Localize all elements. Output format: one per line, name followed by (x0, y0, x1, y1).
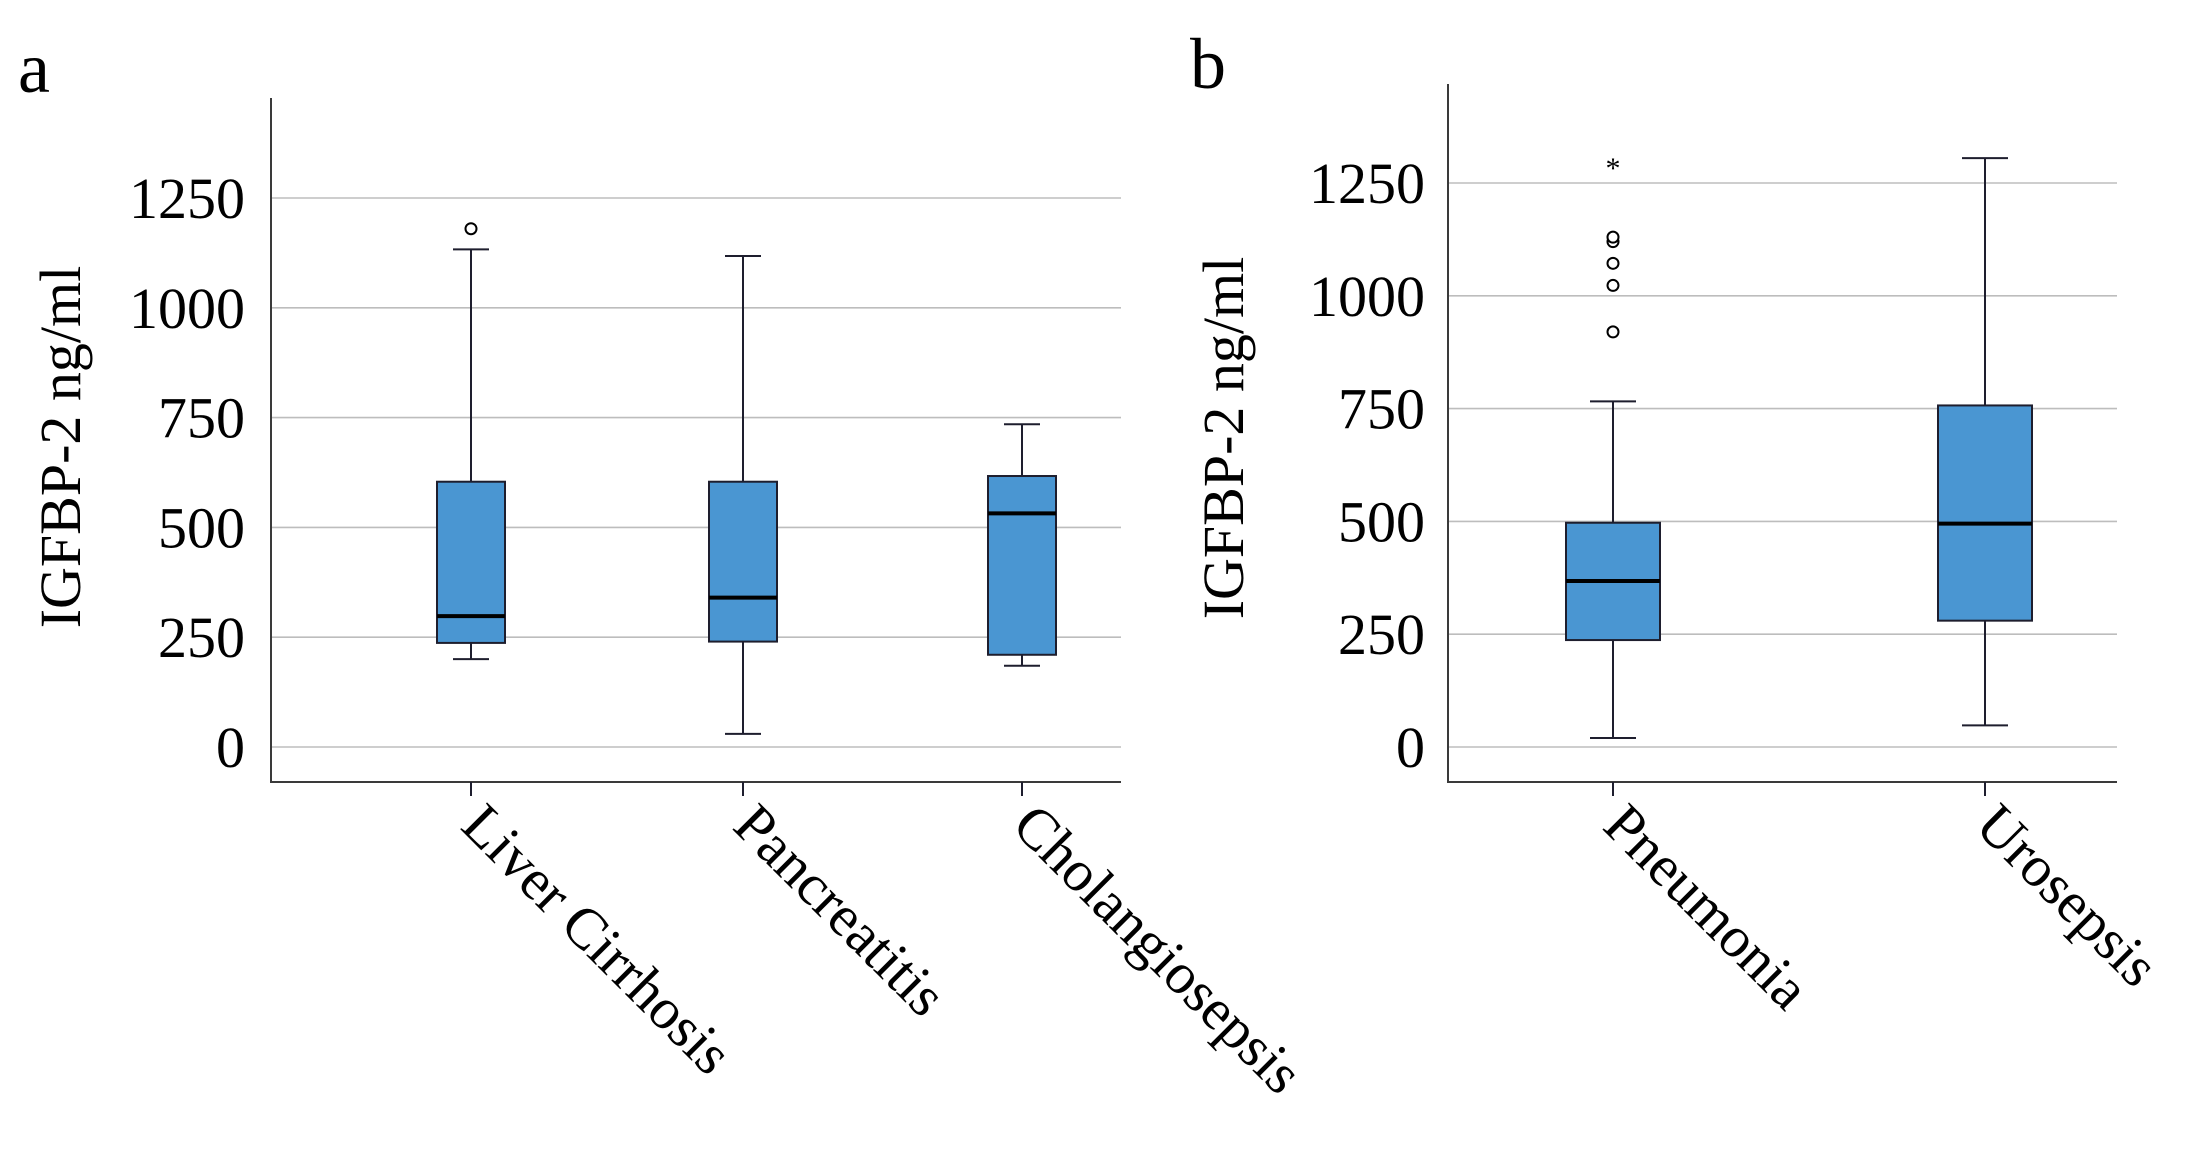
iqr-box (987, 475, 1057, 656)
panel-b-category-labels: Pneumonia Urosepsis (1592, 791, 2172, 1022)
iqr-box (1937, 404, 2033, 622)
panel-a-y-tick-labels: 0 250 500 750 1000 1250 (129, 166, 245, 780)
panel-letter-a: a (18, 28, 50, 108)
outlier-point (1606, 230, 1620, 244)
y-tick-label-0: 0 (216, 715, 245, 780)
y-tick-label-500: 500 (1338, 489, 1425, 554)
y-tick-label-250: 250 (158, 605, 245, 670)
panel-a-x-ticks (470, 782, 1023, 796)
panel-b-x-ticks (1612, 782, 1986, 796)
y-tick-label-1000: 1000 (1309, 264, 1425, 329)
panel-a-axes (270, 98, 1121, 783)
extreme-point: * (1606, 152, 1621, 185)
iqr-box (436, 480, 506, 644)
panel-b: b 0 250 500 750 1000 1250 IGFBP-2 ng/ml * Pne… (1190, 24, 2172, 1022)
box-urosepsis (1937, 157, 2033, 727)
panel-a-gridlines (271, 197, 1121, 748)
panel-b-axes (1447, 84, 2117, 783)
y-tick-label-1000: 1000 (129, 276, 245, 341)
outlier-point (1606, 278, 1620, 292)
y-tick-label-1250: 1250 (129, 166, 245, 231)
panel-a: a 0 250 500 750 1000 1250 IGFBP-2 ng/ml Liver… (18, 28, 1316, 1106)
box-liver-cirrhosis (436, 222, 506, 661)
category-label: Liver Cirrhosis (450, 791, 745, 1086)
panel-letter-b: b (1190, 24, 1226, 104)
category-label: Cholangiosepsis (1001, 791, 1316, 1106)
category-label: Pancreatitis (722, 791, 959, 1028)
y-tick-label-750: 750 (158, 386, 245, 451)
y-tick-label-500: 500 (158, 495, 245, 560)
panel-b-boxes: * (1565, 152, 2033, 739)
box-pancreatitis (708, 254, 778, 735)
y-tick-label-1250: 1250 (1309, 151, 1425, 216)
outlier-point (1606, 325, 1620, 339)
category-label: Pneumonia (1592, 791, 1823, 1022)
y-tick-label-0: 0 (1396, 715, 1425, 780)
box-pneumonia: * (1565, 152, 1661, 739)
y-tick-label-750: 750 (1338, 377, 1425, 442)
y-tick-label-250: 250 (1338, 602, 1425, 667)
panel-b-y-tick-labels: 0 250 500 750 1000 1250 (1309, 151, 1425, 780)
category-label: Urosepsis (1964, 791, 2172, 999)
panel-a-y-axis-title: IGFBP-2 ng/ml (28, 266, 93, 629)
panel-b-y-axis-title: IGFBP-2 ng/ml (1191, 257, 1256, 620)
box-cholangiosepsis (987, 423, 1057, 667)
panel-a-boxes (436, 222, 1057, 735)
outlier-point (1606, 256, 1620, 270)
iqr-box (708, 480, 778, 643)
outlier-point (464, 222, 478, 236)
